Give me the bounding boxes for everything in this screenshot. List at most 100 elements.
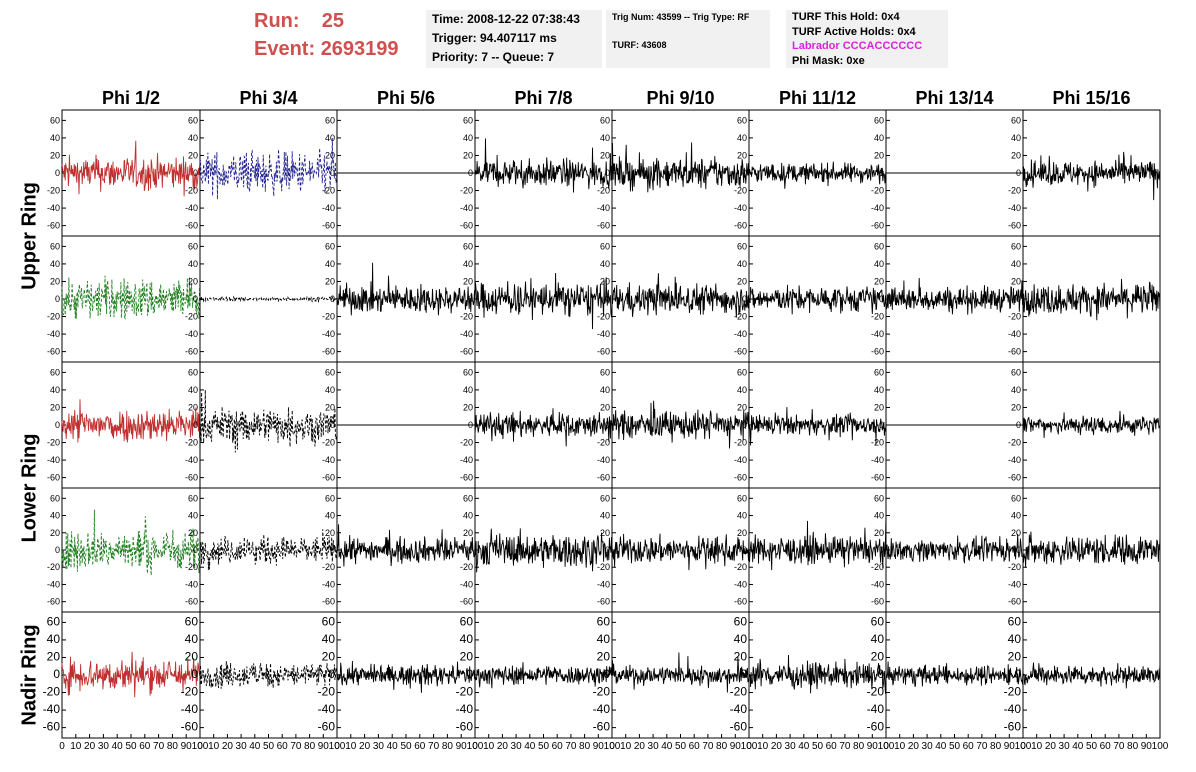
- y-tick-label: 20: [322, 649, 336, 663]
- y-tick-label: -40: [871, 329, 884, 339]
- x-tick-label: 30: [785, 741, 797, 752]
- y-tick-label: -60: [322, 221, 335, 231]
- waveform-line: [474, 272, 613, 330]
- y-tick-label: 40: [871, 632, 885, 646]
- y-tick-label: -40: [867, 702, 885, 716]
- x-tick-label: 70: [428, 741, 440, 752]
- y-tick-label: -60: [1008, 597, 1021, 607]
- waveform-line: [611, 531, 750, 571]
- y-tick-label: 0: [879, 420, 884, 430]
- y-tick-label: -20: [871, 438, 884, 448]
- x-tick-label: 50: [949, 741, 961, 752]
- y-tick-label: 40: [600, 259, 610, 269]
- y-tick-label: 60: [463, 115, 473, 125]
- waveform-panel: 60 40 20 0 -20 -40 -60: [181, 611, 338, 739]
- waveform-panel: 60 40 20 0 -20 -40 -60: [597, 235, 750, 363]
- x-tick-label: 70: [153, 741, 165, 752]
- panel-frame: [61, 235, 201, 363]
- y-tick-label: 0: [1014, 667, 1021, 681]
- x-tick-label: 30: [98, 741, 110, 752]
- y-tick-label: 60: [874, 493, 884, 503]
- y-tick-label: -60: [734, 473, 747, 483]
- y-tick-label: 60: [50, 115, 60, 125]
- x-tick-label: 90: [1141, 741, 1153, 752]
- y-tick-label: -40: [47, 329, 60, 339]
- column-header: Phi 9/10: [646, 88, 715, 108]
- waveform-panel: 60 40 20 0 -20 -40 -60: [47, 109, 201, 237]
- y-tick-label: 60: [50, 493, 60, 503]
- x-tick-label: 0: [59, 741, 65, 752]
- x-tick-label: 40: [1072, 741, 1084, 752]
- event-value: 2693199: [320, 38, 399, 60]
- x-tick-label: 80: [716, 741, 728, 752]
- y-tick-label: -20: [322, 562, 335, 572]
- x-tick-label: 30: [236, 741, 248, 752]
- y-tick-label: 40: [737, 385, 747, 395]
- y-tick-label: 20: [874, 528, 884, 538]
- y-tick-label: -40: [734, 329, 747, 339]
- y-tick-label: 20: [50, 276, 60, 286]
- y-tick-label: 40: [874, 133, 884, 143]
- time-text: Time: 2008-12-22 07:38:43: [432, 12, 580, 26]
- y-tick-label: 40: [325, 511, 335, 521]
- y-tick-label: 60: [874, 115, 884, 125]
- waveform-panel: 60 40 20 0 -20 -40 -60: [460, 361, 613, 489]
- x-tick-label: 0: [746, 741, 752, 752]
- y-tick-label: 60: [874, 241, 884, 251]
- x-tick-label: 70: [839, 741, 851, 752]
- waveform-line: [611, 142, 750, 193]
- y-tick-label: 60: [1011, 493, 1021, 503]
- turf-this-hold-text: TURF This Hold: 0x4: [792, 11, 900, 23]
- x-tick-label: 0: [197, 741, 203, 752]
- x-tick-label: 40: [798, 741, 810, 752]
- y-tick-label: 0: [1016, 420, 1021, 430]
- y-tick-label: -20: [1008, 186, 1021, 196]
- y-tick-label: -20: [318, 685, 336, 699]
- y-tick-label: -60: [322, 347, 335, 357]
- y-tick-label: -20: [181, 685, 199, 699]
- waveform-panel: 60 40 20 0 -20 -40 -60: [734, 361, 887, 489]
- x-tick-label: 70: [290, 741, 302, 752]
- y-tick-label: 20: [185, 649, 199, 663]
- y-tick-label: 40: [50, 133, 60, 143]
- y-tick-label: -60: [181, 720, 199, 734]
- y-tick-label: 40: [1008, 632, 1022, 646]
- x-tick-label: 20: [222, 741, 234, 752]
- y-tick-label: 60: [185, 614, 199, 628]
- y-tick-label: 40: [185, 632, 199, 646]
- y-tick-label: 40: [734, 632, 748, 646]
- y-tick-label: 60: [600, 367, 610, 377]
- y-tick-label: 40: [463, 511, 473, 521]
- x-tick-label: 60: [826, 741, 838, 752]
- waveform-panel: 60 40 20 0 -20 -40 -60: [460, 109, 613, 237]
- y-tick-label: -40: [185, 329, 198, 339]
- column-header: Phi 5/6: [376, 88, 436, 108]
- y-tick-label: -60: [47, 347, 60, 357]
- y-tick-label: -60: [318, 720, 336, 734]
- turf-active-holds-text: TURF Active Holds: 0x4: [792, 25, 916, 38]
- waveform-panel: 60 40 20 0 -20 -40 -60: [185, 361, 338, 489]
- y-tick-label: 0: [1016, 168, 1021, 178]
- y-tick-label: -40: [47, 203, 60, 213]
- y-tick-label: -20: [597, 438, 610, 448]
- y-tick-label: 60: [600, 115, 610, 125]
- x-tick-label: 100: [1152, 741, 1169, 752]
- waveform-panel: 60 40 20 0 -20 -40 -60: [43, 611, 201, 739]
- x-tick-label: 100: [467, 741, 484, 752]
- x-tick-label: 10: [483, 741, 495, 752]
- y-tick-label: 40: [188, 385, 198, 395]
- y-tick-label: 0: [55, 168, 60, 178]
- y-tick-label: 20: [600, 402, 610, 412]
- y-tick-label: 40: [1011, 259, 1021, 269]
- y-tick-label: -20: [460, 438, 473, 448]
- waveform-panel: 60 40 20 0 -20 -40 -60: [185, 235, 338, 363]
- waveform-line: [336, 660, 476, 693]
- x-tick-label: 90: [318, 741, 330, 752]
- waveform-line: [61, 651, 201, 698]
- y-tick-label: 40: [50, 385, 60, 395]
- y-tick-label: -40: [1008, 579, 1021, 589]
- x-tick-label: 50: [675, 741, 687, 752]
- y-tick-label: 20: [188, 276, 198, 286]
- x-tick-label: 40: [112, 741, 124, 752]
